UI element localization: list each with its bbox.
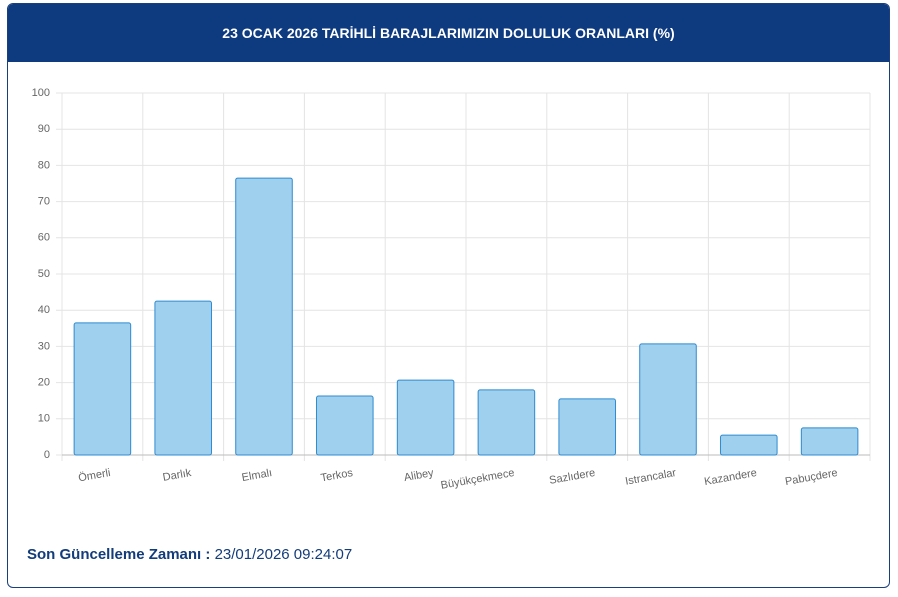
bar	[800, 427, 859, 456]
bar	[73, 322, 132, 456]
bar	[720, 434, 778, 456]
y-tick-label: 80	[38, 159, 50, 171]
footer-value: 23/01/2026 09:24:07	[214, 546, 353, 563]
y-tick-label: 90	[38, 123, 50, 135]
footer: Son Güncelleme Zamanı : 23/01/2026 09:24…	[27, 546, 352, 563]
y-tick-label: 0	[44, 449, 50, 461]
y-tick-label: 10	[38, 413, 50, 425]
bar	[154, 300, 212, 456]
x-tick-label: Istrancalar	[624, 467, 677, 488]
y-tick-label: 50	[38, 268, 50, 280]
bar	[477, 389, 536, 456]
y-tick-label: 70	[38, 196, 50, 208]
bar	[396, 379, 455, 456]
bar	[316, 395, 374, 456]
x-tick-label: Terkos	[320, 467, 354, 485]
header: 23 OCAK 2026 TARİHLİ BARAJLARIMIZIN DOLU…	[8, 4, 889, 62]
bar	[235, 177, 293, 456]
y-tick-label: 20	[38, 377, 50, 389]
y-tick-label: 60	[38, 232, 50, 244]
bar	[639, 343, 697, 456]
x-tick-label: Ömerli	[77, 467, 111, 484]
y-tick-label: 100	[32, 87, 50, 99]
chart-title: 23 OCAK 2026 TARİHLİ BARAJLARIMIZIN DOLU…	[222, 25, 675, 41]
y-tick-label: 30	[38, 340, 50, 352]
x-tick-label: Alibey	[403, 467, 435, 484]
x-tick-label: Darlık	[162, 467, 193, 484]
x-tick-label: Kazandere	[703, 467, 757, 488]
x-tick-label: Sazlıdere	[548, 467, 596, 487]
y-tick-label: 40	[38, 304, 50, 316]
footer-label: Son Güncelleme Zamanı :	[27, 546, 211, 563]
bar	[558, 398, 616, 456]
x-tick-label: Elmalı	[241, 467, 273, 484]
x-tick-label: Pabuçdere	[784, 467, 838, 488]
x-tick-label: Büyükçekmece	[440, 467, 516, 492]
card: 23 OCAK 2026 TARİHLİ BARAJLARIMIZIN DOLU…	[7, 3, 890, 588]
